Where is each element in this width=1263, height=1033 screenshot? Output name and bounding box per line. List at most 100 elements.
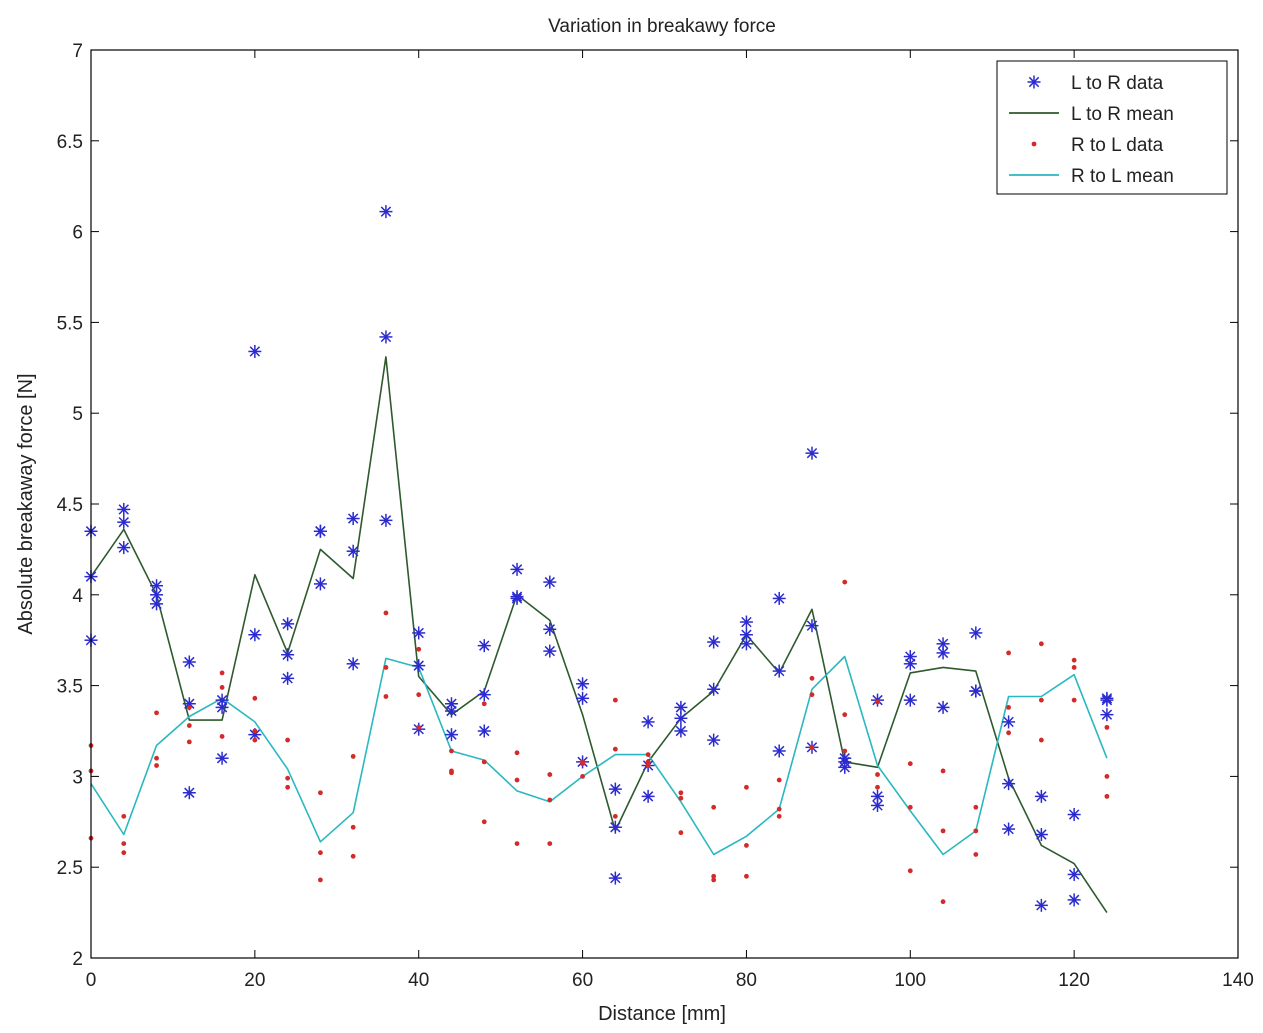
ltor-point-56-d2 bbox=[675, 725, 687, 737]
y-tick-label-8: 6 bbox=[72, 223, 83, 244]
ltor-point-49 bbox=[608, 820, 622, 834]
ltor-point-24-d2 bbox=[347, 513, 359, 524]
ltor-point-19 bbox=[281, 648, 295, 662]
rtol-point-19 bbox=[285, 775, 291, 781]
ltor-point-62 bbox=[739, 637, 753, 651]
ltor-point-9-d2 bbox=[184, 656, 195, 668]
rtol-point-78 bbox=[940, 768, 946, 774]
ltor-point-6 bbox=[150, 579, 164, 593]
legend-swatch-0 bbox=[1027, 75, 1041, 89]
rtol-point-16 bbox=[252, 728, 258, 734]
ltor-point-18 bbox=[281, 617, 295, 631]
ltor-point-86-d2 bbox=[1003, 823, 1014, 835]
ltor-point-54-d2 bbox=[675, 702, 687, 713]
ltor-point-41-d2 bbox=[511, 593, 523, 604]
ltor-point-22 bbox=[313, 524, 327, 538]
ltor-point-36-d2 bbox=[479, 640, 490, 651]
ltor-point-51 bbox=[641, 715, 655, 729]
ltor-point-15-d2 bbox=[249, 346, 261, 357]
rtol-point-23 bbox=[318, 877, 323, 883]
rtol-point-27 bbox=[383, 610, 389, 616]
rtol-point-77 bbox=[907, 868, 913, 874]
ltor-point-66-d2 bbox=[806, 447, 818, 459]
ltor-point-89 bbox=[1034, 898, 1048, 912]
rtol-point-89 bbox=[1038, 737, 1044, 743]
ltor-point-34 bbox=[444, 704, 458, 718]
ltor-point-39 bbox=[510, 562, 524, 576]
ltor-point-71 bbox=[838, 760, 852, 774]
ltor-point-7 bbox=[150, 588, 164, 602]
ltor-point-35 bbox=[444, 728, 458, 742]
rtol-point-47 bbox=[580, 774, 585, 779]
ltor-point-14 bbox=[215, 751, 229, 765]
rtol-point-32 bbox=[416, 724, 422, 730]
ltor-point-28-d2 bbox=[380, 331, 392, 343]
ltor-point-23 bbox=[313, 577, 327, 591]
ltor-point-57-d2 bbox=[708, 636, 719, 648]
ltor-point-31 bbox=[412, 659, 426, 673]
ltor-point-43-d2 bbox=[544, 624, 556, 635]
ltor-point-30-d2 bbox=[413, 627, 424, 639]
ltor-point-56 bbox=[674, 724, 688, 738]
ltor-point-83-d2 bbox=[970, 685, 982, 697]
ltor-point-39-d2 bbox=[511, 564, 523, 575]
ltor-point-46-d2 bbox=[577, 693, 588, 704]
ltor-point-22-d2 bbox=[315, 526, 326, 537]
rtol-point-24 bbox=[350, 754, 356, 759]
ltor-point-31-d2 bbox=[413, 660, 424, 671]
ltor-point-95-d2 bbox=[1101, 709, 1113, 720]
x-tick-label-0: 0 bbox=[86, 970, 97, 991]
rtol-point-75 bbox=[907, 761, 913, 767]
rtol-point-79 bbox=[940, 828, 946, 834]
ltor-point-58 bbox=[707, 682, 721, 696]
ltor-point-17-d2 bbox=[249, 729, 261, 740]
rtol-point-80 bbox=[940, 899, 946, 905]
rtol-point-59 bbox=[711, 877, 717, 883]
x-tick-label-3: 60 bbox=[572, 970, 593, 991]
rtol-point-82 bbox=[973, 828, 979, 834]
ltor-point-67 bbox=[805, 619, 819, 633]
rtol-point-25 bbox=[350, 824, 356, 830]
ltor-point-14-d2 bbox=[216, 753, 228, 764]
rtol-point-39 bbox=[514, 750, 520, 756]
ltor-point-26-d2 bbox=[347, 658, 359, 670]
ltor-point-77 bbox=[903, 693, 917, 707]
rtol-point-95 bbox=[1104, 793, 1110, 799]
ltor-point-85-d2 bbox=[1003, 778, 1014, 789]
series-line-3 bbox=[90, 655, 1108, 856]
rtol-point-4 bbox=[121, 841, 127, 846]
rtol-point-58 bbox=[711, 873, 717, 879]
rtol-point-48 bbox=[612, 697, 618, 703]
rtol-point-84 bbox=[1006, 650, 1011, 656]
ltor-point-80-d2 bbox=[937, 702, 949, 713]
x-tick-label-4: 80 bbox=[736, 970, 757, 991]
ltor-point-37-d2 bbox=[479, 689, 490, 700]
ltor-point-94-d2 bbox=[1101, 694, 1113, 706]
plot-content bbox=[84, 205, 1114, 914]
rtol-point-69 bbox=[842, 579, 848, 585]
rtol-point-13 bbox=[219, 685, 225, 690]
ltor-point-8-d2 bbox=[151, 598, 162, 610]
rtol-point-7 bbox=[154, 755, 159, 761]
rtol-point-65 bbox=[776, 813, 782, 819]
ltor-point-35-d2 bbox=[446, 729, 457, 740]
ltor-point-30 bbox=[412, 626, 426, 640]
ltor-point-27-d2 bbox=[380, 206, 392, 217]
rtol-point-10 bbox=[186, 723, 192, 728]
y-tick-label-0: 2 bbox=[72, 949, 83, 970]
ltor-point-4-d2 bbox=[118, 516, 129, 528]
ltor-point-23-d2 bbox=[315, 578, 326, 590]
y-tick-label-2: 3 bbox=[72, 767, 83, 788]
ltor-point-29 bbox=[379, 513, 393, 527]
ltor-point-37 bbox=[477, 688, 491, 702]
ltor-point-16 bbox=[248, 628, 262, 642]
ltor-point-25-d2 bbox=[347, 546, 359, 557]
rtol-point-49 bbox=[612, 746, 618, 752]
ltor-point-20 bbox=[281, 671, 295, 685]
ltor-point-24 bbox=[346, 512, 360, 526]
rtol-point-5 bbox=[121, 850, 127, 856]
rtol-point-30 bbox=[416, 646, 422, 652]
ltor-point-44 bbox=[543, 644, 557, 658]
ltor-point-65 bbox=[772, 744, 786, 758]
x-tick-label-5: 100 bbox=[894, 970, 926, 991]
